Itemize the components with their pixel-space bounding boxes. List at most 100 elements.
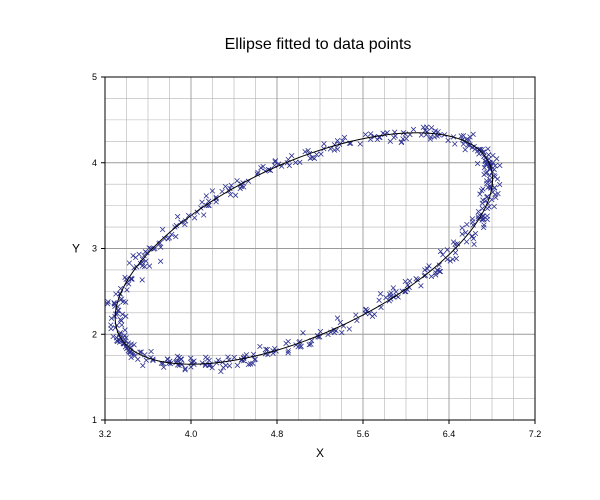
data-point [285,348,291,354]
data-point [383,294,389,301]
data-point [302,149,308,155]
data-point [257,343,263,350]
data-point [433,270,439,276]
data-point [321,141,327,147]
data-point [191,215,198,221]
data-point [428,273,435,280]
data-point [158,244,164,250]
data-point [318,151,324,157]
data-point [169,231,175,238]
x-tick-label: 5.6 [357,429,370,439]
data-point [203,193,209,199]
data-point [424,266,430,272]
data-point [238,356,245,363]
data-point [346,326,352,332]
data-points [104,124,503,375]
data-point [111,301,117,307]
data-point [306,342,312,348]
y-axis-label: Y [72,242,80,256]
data-point [420,124,427,130]
data-point [272,159,278,165]
data-point [436,262,442,268]
chart-title: Ellipse fitted to data points [224,36,412,53]
data-point [334,315,341,321]
data-point [440,252,446,258]
data-point [231,354,237,361]
data-point [188,364,194,370]
data-point [209,188,216,194]
data-point [476,151,482,157]
data-point [159,226,166,233]
data-point [452,141,458,147]
data-point [497,181,503,188]
data-point [250,360,256,367]
data-point [209,365,215,371]
data-point [328,329,334,335]
data-point [264,346,270,353]
data-point [382,131,388,138]
y-tick-label: 2 [92,329,97,339]
data-point [203,354,209,360]
data-point [491,203,497,210]
data-point [176,354,183,361]
data-point [481,149,487,155]
data-point [391,134,397,141]
y-axis-ticks: 1 2 3 4 5 [92,72,105,425]
x-tick-label: 4.0 [185,429,198,439]
data-point [182,218,189,224]
data-point [410,126,417,133]
data-point [142,263,148,270]
data-point [286,162,293,169]
data-point [140,362,146,369]
data-point [143,357,149,363]
data-point [116,339,123,345]
data-point [138,349,144,355]
data-point [472,230,479,237]
data-point [470,131,476,137]
data-point [374,136,381,143]
data-point [275,161,282,167]
fitted-ellipse-line [114,132,494,365]
data-point [480,224,487,231]
data-point [151,246,157,252]
data-point [199,199,205,205]
data-point [458,133,464,139]
data-point [148,348,154,355]
data-point [483,170,489,176]
data-point [483,161,490,167]
data-point [422,127,428,134]
data-point [292,159,299,166]
data-point [300,330,306,336]
data-point [305,147,311,154]
data-point [201,212,207,218]
data-point [414,277,420,283]
data-point [173,233,179,240]
data-point [459,225,465,231]
data-point [459,231,465,237]
data-point [130,253,136,259]
data-point [474,160,481,167]
x-axis-ticks: 3.2 4.0 4.8 5.6 6.4 7.2 [99,420,541,439]
data-point [283,340,289,347]
data-point [428,125,435,131]
data-point [427,134,434,140]
data-point [213,194,219,200]
data-point [492,163,498,169]
data-point [341,134,348,141]
data-point [172,224,178,230]
data-point [279,163,285,169]
data-point [182,365,188,372]
data-point [110,333,116,340]
data-point [464,221,470,228]
data-point [119,322,125,328]
data-point [353,312,359,318]
data-point [480,186,486,192]
data-point [222,183,229,190]
data-point [452,250,459,256]
data-point [182,367,188,373]
data-point [339,329,345,336]
data-point [463,229,469,236]
data-point [450,256,456,262]
data-point [454,241,461,247]
data-point [232,192,239,198]
